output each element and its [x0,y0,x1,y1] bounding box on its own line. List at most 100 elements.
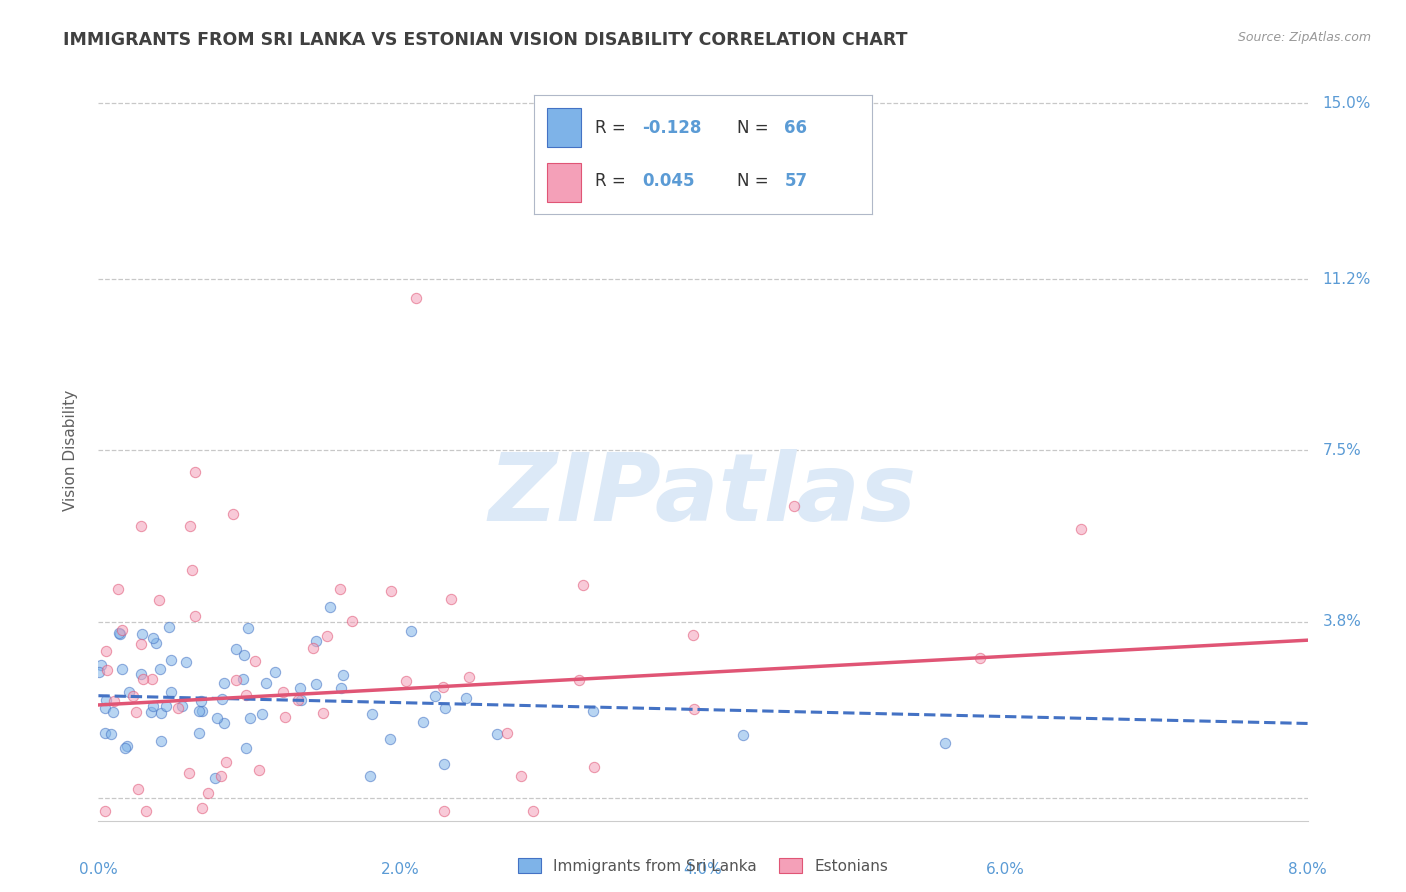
Point [235,741,257,756]
Point [783,499,806,513]
Point [405,291,427,305]
Point [100,727,122,741]
Point [125,705,148,719]
Text: Source: ZipAtlas.com: Source: ZipAtlas.com [1237,31,1371,45]
Point [159,653,181,667]
Point [332,668,354,682]
Point [129,518,152,533]
Legend: Immigrants from Sri Lanka, Estonians: Immigrants from Sri Lanka, Estonians [512,852,894,880]
Point [131,627,153,641]
Point [187,704,209,718]
Point [239,711,262,725]
Point [190,693,212,707]
Point [107,582,129,596]
Point [190,704,212,718]
Point [90,658,112,673]
Point [582,704,605,718]
Point [115,739,138,753]
Y-axis label: Vision Disability: Vision Disability [63,390,77,511]
Point [432,680,454,694]
Point [181,563,204,577]
Text: 2.0%: 2.0% [381,863,420,878]
Point [423,690,446,704]
Point [167,701,190,715]
Point [683,701,706,715]
Point [433,701,456,715]
Point [571,578,593,592]
Point [290,692,312,706]
Point [225,673,247,687]
Point [114,740,136,755]
Point [94,805,117,819]
Point [1070,522,1092,536]
Text: ZIPatlas: ZIPatlas [489,449,917,541]
Point [731,728,754,742]
Point [232,672,254,686]
Text: 6.0%: 6.0% [986,863,1025,878]
Point [457,670,479,684]
Point [243,654,266,668]
Point [184,608,207,623]
Point [129,637,152,651]
Point [318,600,340,615]
Point [204,771,226,785]
Point [96,644,118,658]
Point [359,769,381,783]
Point [142,698,165,713]
Point [93,700,115,714]
Point [179,519,201,533]
Text: 8.0%: 8.0% [1288,863,1327,878]
Point [176,655,198,669]
Point [150,734,173,748]
Text: 7.5%: 7.5% [1323,443,1361,458]
Point [305,677,328,691]
Point [96,663,118,677]
Point [522,805,544,819]
Point [155,698,177,713]
Point [121,690,143,704]
Point [183,465,205,479]
Point [340,614,363,628]
Point [141,672,163,686]
Point [264,665,287,679]
Point [555,198,578,212]
Point [287,692,309,706]
Point [103,706,125,720]
Point [108,626,131,640]
Point [329,582,352,596]
Point [274,710,297,724]
Point [170,698,193,713]
Point [111,623,134,637]
Point [148,592,170,607]
Point [682,627,704,641]
Text: 11.2%: 11.2% [1323,272,1371,286]
Point [934,736,956,750]
Point [111,662,134,676]
Point [288,681,311,695]
Point [395,674,418,689]
Point [94,726,117,740]
Point [510,769,533,783]
Point [235,688,257,702]
Text: 3.8%: 3.8% [1323,615,1361,629]
Text: 4.0%: 4.0% [683,863,723,878]
Point [254,676,277,690]
Point [150,706,173,721]
Point [187,726,209,740]
Point [315,629,337,643]
Point [197,786,219,800]
Point [301,641,323,656]
Point [330,681,353,695]
Point [127,782,149,797]
Point [454,691,477,706]
Point [94,693,117,707]
Point [134,805,156,819]
Point [149,662,172,676]
Point [271,685,294,699]
Point [211,692,233,706]
Text: IMMIGRANTS FROM SRI LANKA VS ESTONIAN VISION DISABILITY CORRELATION CHART: IMMIGRANTS FROM SRI LANKA VS ESTONIAN VI… [63,31,908,49]
Point [205,711,228,725]
Point [139,706,162,720]
Point [145,636,167,650]
Point [568,673,591,688]
